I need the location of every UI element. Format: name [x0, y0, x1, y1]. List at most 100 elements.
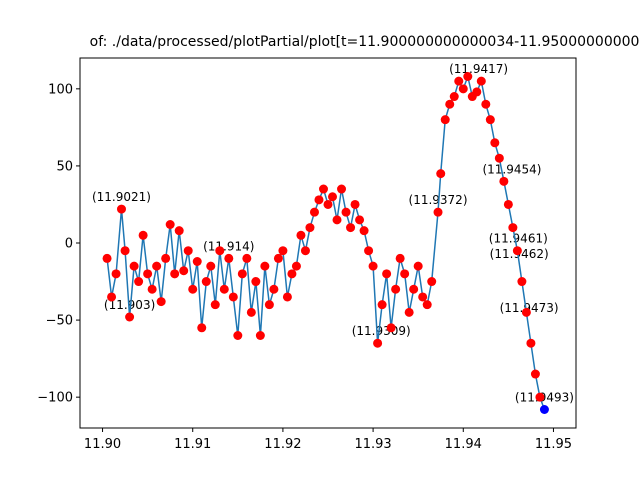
data-point-marker — [314, 195, 324, 205]
data-point-marker — [364, 246, 374, 256]
data-point-marker — [296, 230, 306, 240]
y-tick-label: 100 — [48, 82, 73, 97]
data-point-marker — [472, 87, 482, 97]
data-point-marker — [201, 277, 211, 287]
data-point-marker — [427, 277, 437, 287]
data-point-marker — [246, 307, 256, 317]
data-point-marker — [521, 307, 531, 317]
point-annotation: (11.9021) — [92, 190, 151, 204]
data-point-marker — [422, 300, 432, 310]
point-annotation: (11.9372) — [409, 193, 468, 207]
data-point-marker — [409, 284, 419, 294]
data-point-marker — [282, 292, 292, 302]
data-point-marker — [530, 369, 540, 379]
data-point-marker — [291, 261, 301, 271]
data-point-marker — [350, 199, 360, 209]
data-point-marker — [526, 338, 536, 348]
x-tick-label: 11.93 — [354, 437, 391, 452]
data-point-marker — [287, 269, 297, 279]
y-tick-label: 50 — [56, 159, 73, 174]
data-point-marker — [355, 215, 365, 225]
data-point-marker — [215, 246, 225, 256]
data-point-marker — [116, 204, 126, 214]
data-point-marker — [463, 72, 473, 81]
data-point-marker — [449, 92, 459, 102]
data-point-marker — [165, 220, 175, 229]
data-point-marker — [224, 253, 234, 263]
end-point-marker — [539, 405, 549, 414]
data-point-marker — [300, 246, 310, 256]
annotation-layer: (11.9021) (11.903) (11.914) (11.9372) (11.94… — [92, 62, 574, 404]
data-point-marker — [107, 292, 117, 302]
data-point-marker — [395, 253, 405, 263]
data-point-marker — [377, 300, 387, 310]
point-annotation: (11.9454) — [482, 162, 541, 176]
data-point-marker — [499, 176, 509, 186]
data-point-marker — [386, 323, 396, 333]
data-point-marker — [197, 323, 207, 333]
data-point-marker — [161, 253, 171, 263]
data-point-marker — [373, 338, 383, 348]
point-annotation: (11.9473) — [500, 301, 559, 315]
data-point-marker — [332, 215, 342, 225]
data-point-marker — [242, 253, 252, 263]
data-point-marker — [517, 277, 527, 287]
data-point-marker — [264, 300, 274, 310]
data-point-marker — [305, 223, 315, 233]
data-point-marker — [125, 312, 135, 322]
data-point-marker — [404, 307, 414, 317]
data-point-marker — [485, 115, 495, 125]
data-point-marker — [490, 138, 500, 148]
point-annotation: (11.9461) — [489, 232, 548, 246]
data-point-marker — [503, 199, 513, 209]
data-point-marker — [269, 284, 279, 294]
data-point-marker — [309, 207, 319, 217]
data-point-marker — [228, 292, 238, 302]
point-annotation: (11.914) — [203, 239, 254, 253]
data-point-marker — [391, 284, 401, 294]
data-point-marker — [445, 99, 455, 109]
data-point-marker — [341, 207, 351, 217]
data-point-marker — [413, 261, 423, 271]
point-annotation: (11.9493) — [515, 391, 574, 405]
x-tick-label: 11.94 — [445, 437, 482, 452]
chart-title: of: ./data/processed/plotPartial/plot[t=… — [90, 34, 640, 50]
data-point-marker — [418, 292, 428, 302]
data-point-marker — [494, 153, 504, 163]
x-tick-label: 11.92 — [264, 437, 301, 452]
x-tick-label: 11.95 — [535, 437, 572, 452]
data-point-marker — [359, 226, 369, 236]
series-markers — [102, 72, 549, 414]
data-point-marker — [111, 269, 121, 279]
data-point-marker — [143, 269, 153, 279]
data-point-marker — [512, 246, 522, 256]
data-point-marker — [233, 331, 243, 340]
point-annotation: (11.9417) — [449, 62, 508, 76]
data-point-marker — [219, 284, 229, 294]
data-point-marker — [129, 261, 139, 271]
series-line — [106, 73, 546, 410]
data-point-marker — [328, 192, 338, 202]
data-point-marker — [102, 253, 112, 263]
data-point-marker — [192, 257, 202, 266]
data-point-marker — [174, 226, 184, 236]
data-point-marker — [433, 207, 443, 217]
data-point-marker — [400, 269, 410, 279]
y-tick-label: 0 — [65, 237, 73, 252]
y-tick-label: −100 — [37, 391, 73, 406]
data-point-marker — [147, 284, 157, 294]
point-annotation: (11.903) — [104, 298, 155, 312]
data-point-marker — [138, 230, 148, 240]
data-point-marker — [476, 76, 486, 86]
data-point-marker — [156, 297, 166, 307]
data-point-marker — [260, 261, 270, 271]
data-point-marker — [273, 253, 283, 263]
data-point-marker — [188, 284, 198, 294]
data-point-marker — [120, 246, 130, 256]
data-point-marker — [255, 331, 265, 340]
x-tick-label: 11.91 — [174, 437, 211, 452]
data-point-marker — [318, 184, 328, 194]
data-point-marker — [346, 223, 356, 233]
data-point-marker — [458, 84, 468, 94]
